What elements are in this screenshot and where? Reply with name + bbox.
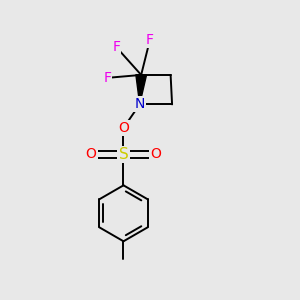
Text: F: F [103, 71, 111, 85]
Text: S: S [118, 147, 128, 162]
Text: N: N [134, 98, 145, 111]
Text: O: O [118, 121, 129, 135]
Text: F: F [112, 40, 120, 54]
Text: O: O [86, 147, 97, 161]
Text: O: O [151, 147, 161, 161]
Polygon shape [136, 75, 146, 104]
Text: F: F [146, 33, 154, 46]
